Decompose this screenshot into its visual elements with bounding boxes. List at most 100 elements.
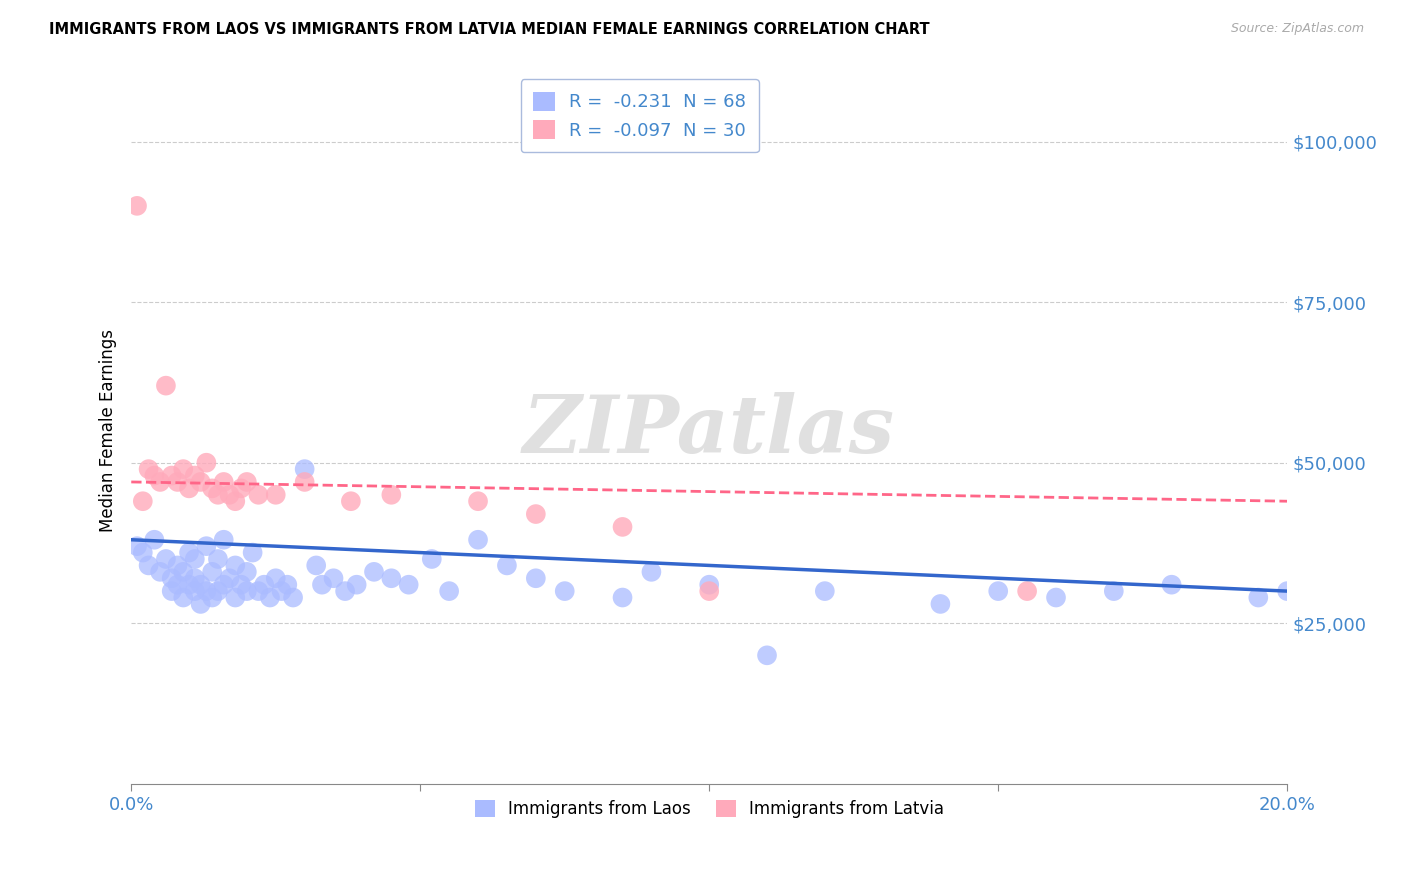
Point: [524, 507, 547, 521]
Point: [346, 577, 368, 591]
Point: [270, 584, 292, 599]
Point: [201, 591, 224, 605]
Point: [218, 488, 240, 502]
Point: [380, 571, 402, 585]
Point: [149, 475, 172, 489]
Point: [398, 577, 420, 591]
Point: [554, 584, 576, 599]
Point: [195, 456, 218, 470]
Point: [697, 577, 720, 591]
Point: [201, 565, 224, 579]
Point: [363, 565, 385, 579]
Point: [814, 584, 837, 599]
Point: [177, 482, 200, 496]
Point: [467, 494, 489, 508]
Point: [184, 571, 207, 585]
Point: [132, 545, 155, 559]
Point: [224, 494, 246, 508]
Point: [322, 571, 344, 585]
Point: [155, 378, 177, 392]
Point: [184, 468, 207, 483]
Point: [311, 577, 333, 591]
Point: [340, 494, 363, 508]
Point: [264, 571, 287, 585]
Point: [190, 475, 212, 489]
Point: [229, 577, 252, 591]
Point: [125, 539, 148, 553]
Point: [987, 584, 1010, 599]
Point: [177, 545, 200, 559]
Point: [184, 552, 207, 566]
Point: [149, 565, 172, 579]
Point: [160, 571, 183, 585]
Point: [224, 558, 246, 573]
Point: [612, 591, 634, 605]
Point: [247, 584, 270, 599]
Point: [236, 475, 259, 489]
Point: [138, 558, 160, 573]
Point: [242, 545, 264, 559]
Point: [1102, 584, 1125, 599]
Point: [467, 533, 489, 547]
Text: IMMIGRANTS FROM LAOS VS IMMIGRANTS FROM LATVIA MEDIAN FEMALE EARNINGS CORRELATIO: IMMIGRANTS FROM LAOS VS IMMIGRANTS FROM …: [49, 22, 929, 37]
Point: [155, 552, 177, 566]
Point: [294, 462, 316, 476]
Point: [333, 584, 356, 599]
Point: [264, 488, 287, 502]
Point: [138, 462, 160, 476]
Point: [640, 565, 662, 579]
Point: [229, 482, 252, 496]
Point: [524, 571, 547, 585]
Legend: Immigrants from Laos, Immigrants from Latvia: Immigrants from Laos, Immigrants from La…: [468, 793, 950, 825]
Point: [172, 591, 194, 605]
Point: [1247, 591, 1270, 605]
Point: [207, 584, 229, 599]
Point: [212, 475, 235, 489]
Point: [166, 577, 188, 591]
Point: [929, 597, 952, 611]
Y-axis label: Median Female Earnings: Median Female Earnings: [100, 329, 117, 533]
Text: ZIPatlas: ZIPatlas: [523, 392, 896, 469]
Point: [697, 584, 720, 599]
Point: [612, 520, 634, 534]
Point: [177, 577, 200, 591]
Point: [160, 468, 183, 483]
Point: [125, 199, 148, 213]
Point: [190, 577, 212, 591]
Point: [236, 565, 259, 579]
Point: [166, 558, 188, 573]
Point: [224, 591, 246, 605]
Point: [218, 571, 240, 585]
Point: [1277, 584, 1299, 599]
Point: [207, 488, 229, 502]
Point: [166, 475, 188, 489]
Point: [253, 577, 276, 591]
Point: [143, 468, 166, 483]
Point: [212, 533, 235, 547]
Point: [305, 558, 328, 573]
Point: [294, 475, 316, 489]
Point: [1160, 577, 1182, 591]
Point: [247, 488, 270, 502]
Point: [756, 648, 779, 663]
Point: [143, 533, 166, 547]
Point: [259, 591, 281, 605]
Point: [201, 482, 224, 496]
Point: [190, 597, 212, 611]
Point: [1017, 584, 1039, 599]
Point: [380, 488, 402, 502]
Point: [276, 577, 298, 591]
Point: [1045, 591, 1067, 605]
Point: [437, 584, 460, 599]
Point: [420, 552, 443, 566]
Point: [195, 584, 218, 599]
Point: [195, 539, 218, 553]
Point: [160, 584, 183, 599]
Point: [236, 584, 259, 599]
Point: [132, 494, 155, 508]
Point: [184, 584, 207, 599]
Point: [207, 552, 229, 566]
Point: [212, 577, 235, 591]
Point: [172, 462, 194, 476]
Text: Source: ZipAtlas.com: Source: ZipAtlas.com: [1230, 22, 1364, 36]
